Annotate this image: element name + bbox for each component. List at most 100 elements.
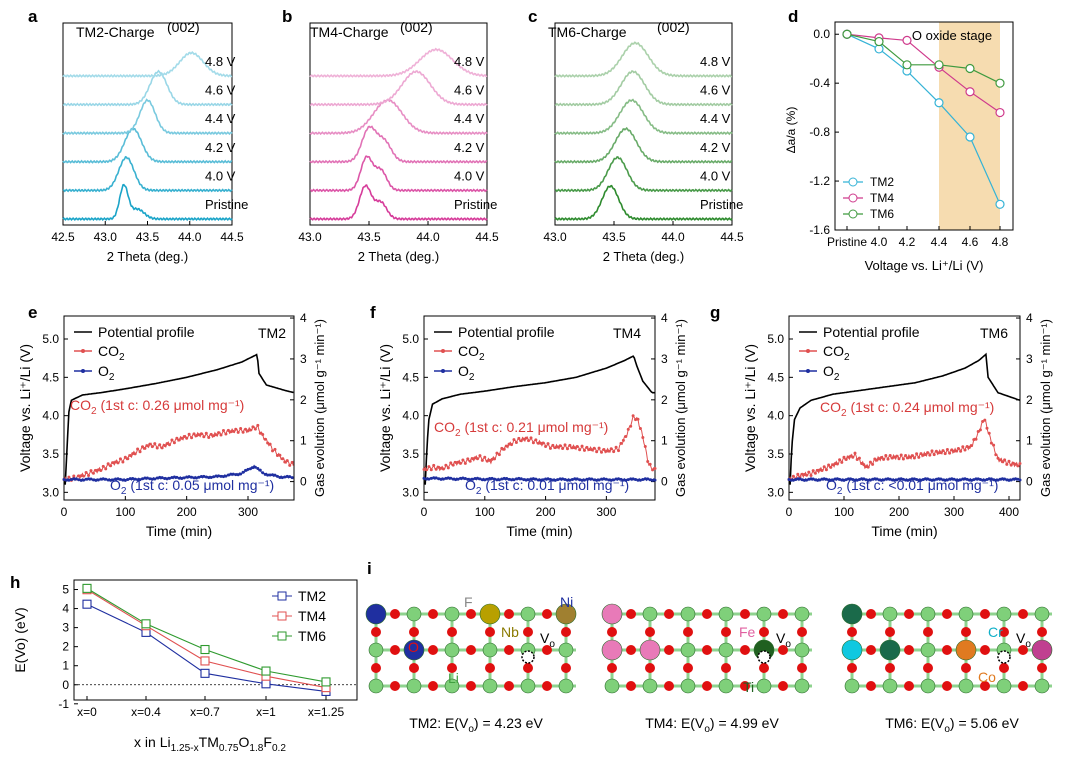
oxygen-atom bbox=[409, 663, 419, 673]
panel-g-o2-point bbox=[994, 478, 998, 482]
panel-e-o2-point bbox=[172, 475, 176, 479]
panel-e-o2-point bbox=[288, 475, 292, 479]
panel-f-o2-note-part: 2 bbox=[476, 486, 482, 497]
panel-b-x-tick-label: 43.5 bbox=[357, 230, 381, 244]
panel-f-y-tick-label: 4.5 bbox=[402, 370, 419, 384]
panel-e-co2-point bbox=[155, 446, 159, 450]
structure-caption-part: V bbox=[935, 715, 945, 731]
oxygen-atom bbox=[447, 663, 457, 673]
panel-g-co2-point bbox=[1014, 462, 1018, 466]
panel-e-o2-point bbox=[199, 474, 203, 478]
panel-a-x-tick-label: 44.0 bbox=[178, 230, 202, 244]
panel-e-o2-point bbox=[74, 477, 78, 481]
panel-f-o2-point bbox=[468, 478, 472, 482]
panel-c-trace bbox=[554, 41, 733, 78]
panel-g-co2-point bbox=[970, 444, 974, 448]
panel-f-co2-point bbox=[473, 456, 477, 460]
oxygen-atom bbox=[645, 627, 655, 637]
panel-f-o2-point bbox=[634, 478, 638, 482]
panel-h-y-tick-label: 0 bbox=[62, 678, 69, 692]
panel-e-o2-point bbox=[234, 473, 238, 477]
series-line-tm2 bbox=[846, 33, 1001, 205]
panel-a-trace bbox=[62, 51, 233, 78]
label-lithium: Li bbox=[448, 670, 459, 686]
panel-a-x-tick-label: 44.5 bbox=[220, 230, 244, 244]
panel-e-o2-point bbox=[236, 473, 240, 477]
oxygen-atom bbox=[904, 609, 914, 619]
structure-caption-part: TM4: E( bbox=[645, 715, 695, 731]
panel-g-legend-o2-part: 2 bbox=[834, 372, 840, 383]
structure-caption: TM4: E(Vo) = 4.99 eV bbox=[645, 715, 779, 735]
panel-g-potential-curve bbox=[789, 352, 1021, 485]
panel-c-trace bbox=[554, 70, 733, 107]
structure-caption-part: o bbox=[944, 724, 950, 735]
panel-f-xlabel: Time (min) bbox=[506, 523, 572, 539]
panel-e-co2-point bbox=[266, 441, 270, 445]
panel-f-co2-point bbox=[534, 438, 538, 442]
panel-f-o2-points bbox=[422, 476, 657, 482]
shaded-region bbox=[939, 22, 1000, 230]
h-data-point-tm2 bbox=[261, 679, 271, 689]
h-legend-label-tm4: TM4 bbox=[298, 608, 326, 624]
panel-e-o2-point bbox=[170, 475, 174, 479]
panel-c-trace-label: 4.8 V bbox=[700, 54, 731, 69]
panel-e-co2-point bbox=[94, 468, 98, 472]
panel-f-o2-point bbox=[480, 478, 484, 482]
oxygen-atom bbox=[607, 627, 617, 637]
panel-e-o2-point bbox=[165, 477, 169, 481]
panel-g-o2-point bbox=[853, 478, 857, 482]
oxygen-atom bbox=[797, 627, 807, 637]
gas-evolution-panel-tm6: 0 100 200 300 400 3.0 3.5 4.0 4.5 5.0 0 1 2 3 4 Time (m… bbox=[742, 311, 1053, 539]
panel-g-o2-point bbox=[873, 477, 877, 481]
panel-e-y2-tick-label: 4 bbox=[300, 311, 307, 325]
li-atom bbox=[1034, 606, 1050, 622]
panel-f-co2-point bbox=[590, 448, 594, 452]
panel-f-o2-point bbox=[490, 476, 494, 480]
panel-g-co2-point bbox=[934, 449, 938, 453]
panel-g-co2-point bbox=[904, 454, 908, 458]
panel-e-co2-point bbox=[263, 437, 267, 441]
li-atom bbox=[958, 606, 974, 622]
oxygen-atom bbox=[504, 645, 514, 655]
oxygen-atom bbox=[409, 627, 419, 637]
panel-letter-c: c bbox=[528, 7, 537, 26]
panel-g-frame bbox=[788, 315, 1021, 501]
xrd-panel-tm6: 43.0 43.5 44.0 44.5 2 Theta (deg.) TM6-Charge… bbox=[543, 19, 744, 264]
panel-f-co2-point bbox=[575, 444, 579, 448]
panel-f-o2-point bbox=[546, 477, 550, 481]
panel-g-co2-point bbox=[910, 454, 914, 458]
panel-g-co2-point bbox=[901, 457, 905, 461]
li-atom bbox=[444, 606, 460, 622]
panel-e-co2-point bbox=[96, 468, 100, 472]
oxygen-atom bbox=[626, 609, 636, 619]
panel-e-co2-point bbox=[182, 435, 186, 439]
panel-f-co2-point bbox=[493, 457, 497, 461]
panel-f-co2-point bbox=[449, 461, 453, 465]
legend-marker-tm2 bbox=[848, 177, 858, 187]
panel-g-co2-point bbox=[956, 446, 960, 450]
oxygen-atom bbox=[923, 627, 933, 637]
panel-h-xlabel-part: x in bbox=[134, 734, 160, 750]
tm-atom bbox=[841, 603, 863, 625]
panel-g-legend-o2: O2 bbox=[823, 363, 840, 383]
panel-b-trace bbox=[309, 98, 488, 136]
panel-e-co2-point bbox=[241, 430, 245, 434]
gas-evolution-panel-tm2: 0 100 200 300 3.0 3.5 4.0 4.5 5.0 0 1 2 3 4 Time (min)… bbox=[17, 311, 327, 539]
panel-f-o2-point bbox=[461, 476, 465, 480]
li-atom bbox=[1034, 678, 1050, 694]
panel-g-co2-point bbox=[930, 449, 934, 453]
oxygen-atom bbox=[999, 663, 1009, 673]
data-point-tm6 bbox=[842, 29, 852, 39]
panel-f-co2-point bbox=[619, 441, 623, 445]
data-point-tm4 bbox=[902, 35, 912, 45]
panel-f-co2-point bbox=[546, 442, 550, 446]
panel-e-o2-point bbox=[229, 472, 233, 476]
oxygen-atom bbox=[1037, 663, 1047, 673]
legend-marker-tm6 bbox=[848, 209, 858, 219]
panel-g-co2-point bbox=[961, 445, 965, 449]
oxygen-atom bbox=[626, 645, 636, 655]
panel-g-co2-point bbox=[932, 453, 936, 457]
panel-e-legend-marker-co2 bbox=[81, 349, 85, 353]
panel-g-co2-point bbox=[923, 453, 927, 457]
